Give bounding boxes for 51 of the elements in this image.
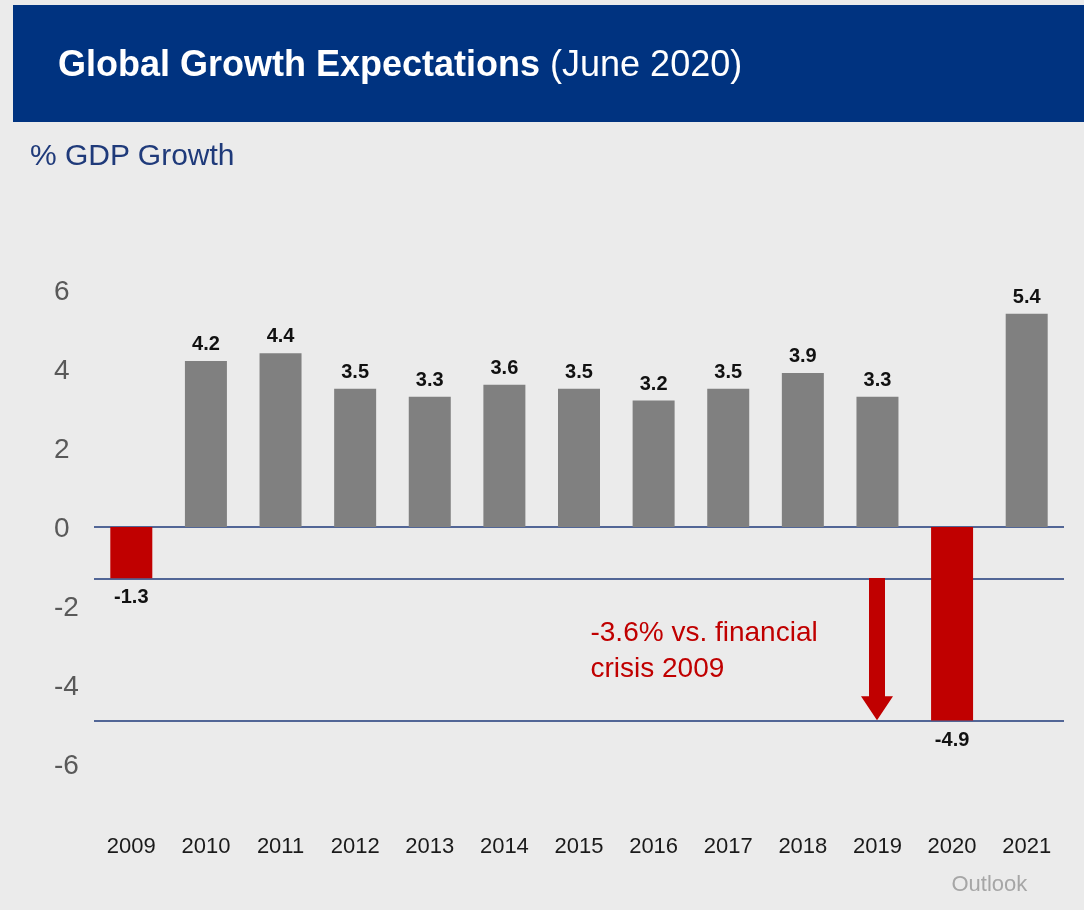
y-tick-label: 4 xyxy=(54,353,70,385)
bar xyxy=(184,361,227,527)
bar xyxy=(856,396,899,527)
data-label: 3.6 xyxy=(490,355,519,378)
bar xyxy=(1005,313,1048,527)
bar xyxy=(781,372,824,527)
x-tick-label: 2016 xyxy=(629,832,679,858)
text: Outlook xyxy=(951,870,1029,896)
x-tick-label: 2021 xyxy=(1002,832,1052,858)
bar xyxy=(931,527,974,721)
chart-title: Global Growth Expectations xyxy=(58,42,541,85)
x-tick-label: 2017 xyxy=(703,832,753,858)
bar xyxy=(408,396,451,527)
x-tick-label: 2015 xyxy=(554,832,604,858)
y-tick-label: 6 xyxy=(54,274,70,306)
data-label: 4.2 xyxy=(192,332,220,355)
x-tick-label: 2014 xyxy=(479,832,529,858)
y-tick-label: -6 xyxy=(54,748,79,780)
chart-subtitle: (June 2020) xyxy=(550,42,743,85)
data-label: 4.4 xyxy=(266,324,296,347)
data-label: 3.2 xyxy=(639,371,668,394)
bar xyxy=(632,400,675,527)
annotation: -3.6% vs. financial crisis 2009 xyxy=(590,615,826,683)
x-tick-label: 2018 xyxy=(778,832,828,858)
x-tick-label: 2020 xyxy=(927,832,977,858)
y-tick-label: 2 xyxy=(54,432,70,464)
data-label: 3.5 xyxy=(341,359,370,382)
bar xyxy=(110,527,153,579)
x-tick-label: 2012 xyxy=(330,832,380,858)
bar xyxy=(334,388,377,527)
y-tick-label: 0 xyxy=(54,511,70,543)
x-tick-label: 2013 xyxy=(405,832,455,858)
bar xyxy=(558,388,600,527)
x-tick-label: 2010 xyxy=(181,832,231,858)
data-label: 3.5 xyxy=(714,359,743,382)
data-label: 3.3 xyxy=(863,367,892,390)
data-label: 3.5 xyxy=(565,359,593,382)
data-label: -4.9 xyxy=(934,727,970,750)
y-tick-label: -4 xyxy=(54,669,79,701)
x-tick-label: 2019 xyxy=(852,832,902,858)
data-label: 5.4 xyxy=(1012,284,1042,307)
bar xyxy=(483,384,526,527)
y-axis-title: % GDP Growth xyxy=(30,138,235,172)
data-label: 3.9 xyxy=(788,343,817,366)
bar xyxy=(259,353,302,527)
data-label: 3.3 xyxy=(415,367,444,390)
data-label: -1.3 xyxy=(114,585,149,608)
x-tick-label: 2011 xyxy=(256,832,305,858)
y-tick-label: -2 xyxy=(54,590,79,622)
x-tick-label: 2009 xyxy=(106,832,156,858)
bar xyxy=(707,388,750,527)
